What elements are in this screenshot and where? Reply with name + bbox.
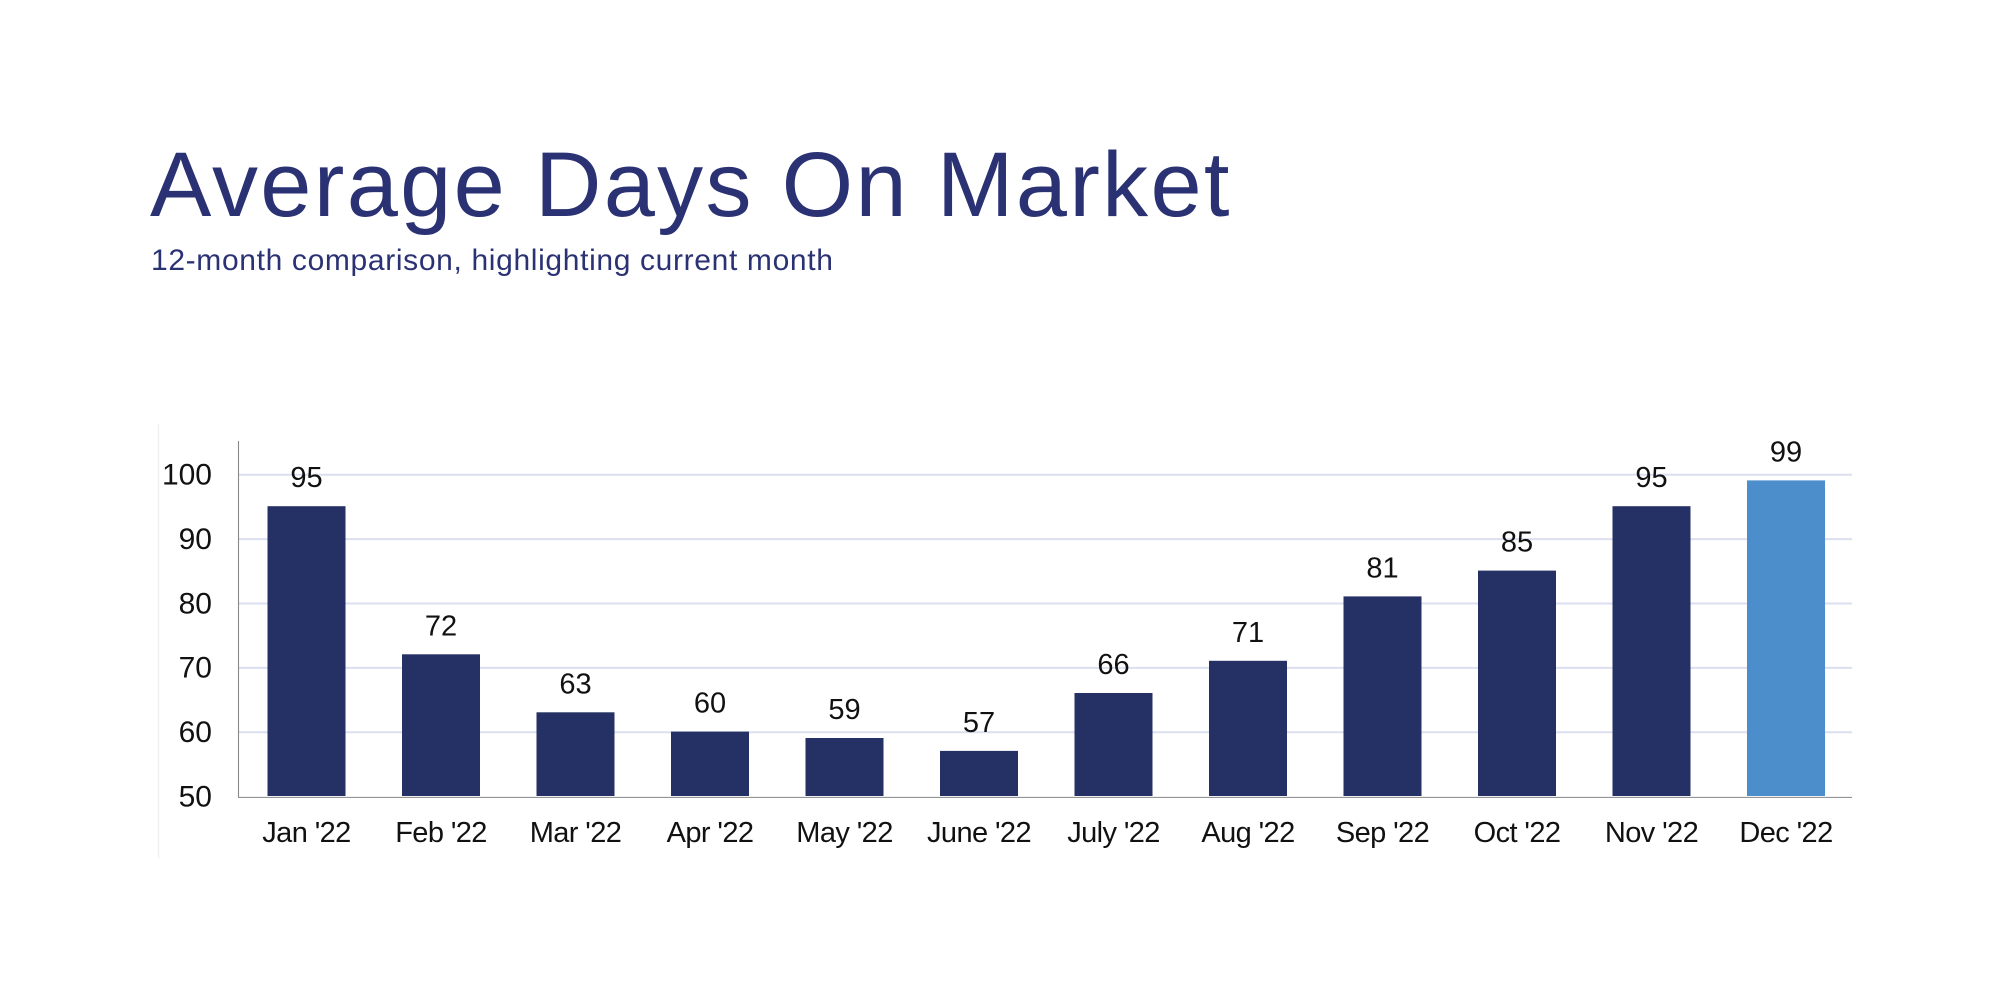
svg-text:95: 95 [290,462,322,494]
svg-text:Feb '22: Feb '22 [395,817,487,849]
svg-text:63: 63 [559,668,591,700]
svg-text:50: 50 [179,781,212,814]
svg-text:Dec '22: Dec '22 [1739,817,1832,849]
svg-text:July '22: July '22 [1067,817,1160,849]
svg-text:81: 81 [1366,552,1398,584]
svg-text:Apr '22: Apr '22 [667,817,754,849]
svg-text:90: 90 [179,523,212,556]
svg-text:66: 66 [1097,649,1129,681]
svg-text:Jan '22: Jan '22 [262,817,350,849]
svg-text:99: 99 [1770,436,1802,468]
svg-text:59: 59 [828,694,860,726]
svg-text:95: 95 [1635,462,1667,494]
svg-text:Oct '22: Oct '22 [1474,817,1561,849]
svg-text:May '22: May '22 [796,817,892,849]
svg-text:71: 71 [1232,617,1264,649]
svg-text:Mar '22: Mar '22 [530,817,622,849]
svg-text:57: 57 [963,707,995,739]
svg-text:June '22: June '22 [927,817,1031,849]
svg-text:Nov '22: Nov '22 [1605,817,1698,849]
svg-text:70: 70 [179,652,212,685]
svg-text:60: 60 [694,688,726,720]
svg-text:60: 60 [179,716,212,749]
svg-text:80: 80 [179,587,212,620]
svg-text:72: 72 [425,610,457,642]
svg-text:85: 85 [1501,527,1533,559]
svg-text:100: 100 [162,459,212,492]
svg-text:Sep '22: Sep '22 [1336,817,1429,849]
svg-text:Aug '22: Aug '22 [1201,817,1294,849]
